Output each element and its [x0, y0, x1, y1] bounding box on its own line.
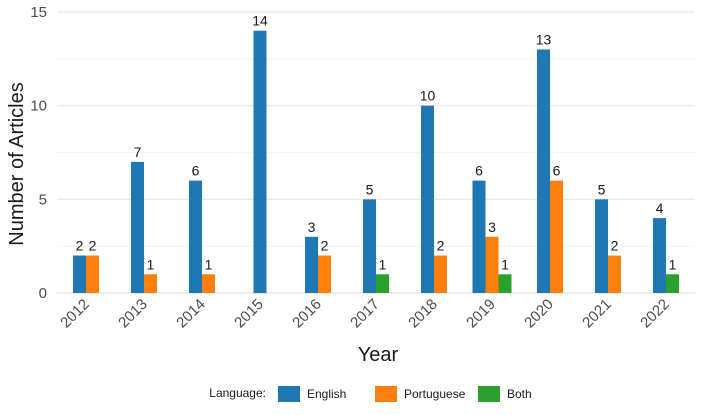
data-label: 2 [437, 238, 445, 254]
data-label: 6 [475, 163, 483, 179]
y-tick-label: 15 [30, 4, 47, 21]
data-label: 6 [192, 163, 200, 179]
bar-english-2016 [305, 236, 318, 293]
data-label: 2 [76, 238, 84, 254]
data-label: 3 [488, 219, 496, 235]
bar-portuguese-2014 [202, 274, 215, 293]
bar-english-2019 [472, 180, 486, 293]
data-label: 1 [147, 256, 155, 272]
data-label: 2 [611, 238, 619, 254]
x-tick-label: 2013 [115, 296, 151, 332]
y-axis-ticks: 0 5 10 15 [30, 4, 47, 302]
bar-portuguese-2020 [550, 180, 563, 293]
x-tick-label: 2015 [231, 296, 267, 332]
x-tick-label: 2019 [463, 296, 499, 332]
data-label: 13 [536, 31, 552, 47]
y-axis-label: Number of Articles [6, 82, 28, 245]
bar-english-2020 [537, 49, 550, 293]
legend: Language: English Portuguese Both [209, 386, 532, 402]
legend-item-both: Both [507, 387, 532, 401]
bar-english-2013 [131, 161, 144, 293]
bar-english-2022 [653, 218, 666, 293]
data-label: 10 [420, 88, 436, 104]
bar-english-2018 [421, 105, 434, 294]
bar-portuguese-2019 [485, 236, 499, 293]
data-label: 2 [89, 238, 97, 254]
x-axis-ticks: 2012 2013 2014 2015 2016 2017 2018 2019 2020 2021… [57, 296, 673, 332]
bar-both-2019 [498, 274, 512, 293]
bars [73, 30, 679, 294]
x-tick-label: 2020 [521, 296, 557, 332]
data-label: 7 [134, 144, 142, 160]
x-tick-label: 2022 [637, 296, 673, 332]
bar-both-2022 [666, 274, 679, 293]
bar-english-2017 [363, 199, 376, 293]
bar-portuguese-2021 [608, 255, 621, 293]
data-label: 1 [669, 256, 677, 272]
data-label: 14 [252, 13, 268, 29]
data-label: 3 [308, 219, 316, 235]
bar-portuguese-2018 [434, 255, 447, 293]
legend-item-portuguese: Portuguese [404, 387, 466, 401]
data-label: 5 [366, 181, 374, 197]
x-tick-label: 2014 [173, 296, 209, 332]
x-axis-label: Year [358, 344, 399, 366]
legend-swatch-portuguese [375, 386, 397, 402]
y-tick-label: 10 [30, 98, 47, 115]
bar-english-2012 [73, 255, 86, 293]
bar-both-2017 [376, 274, 389, 293]
bar-english-2021 [595, 199, 608, 293]
bar-english-2014 [189, 180, 202, 293]
y-tick-label: 5 [39, 191, 47, 208]
bar-portuguese-2016 [318, 255, 331, 293]
x-tick-label: 2021 [579, 296, 615, 332]
legend-swatch-english [278, 386, 300, 402]
x-tick-label: 2012 [57, 296, 93, 332]
data-label: 6 [553, 163, 561, 179]
x-tick-label: 2018 [405, 296, 441, 332]
data-label: 1 [379, 256, 387, 272]
bar-portuguese-2012 [86, 255, 99, 293]
legend-item-english: English [307, 387, 346, 401]
legend-swatch-both [478, 386, 500, 402]
bar-english-2015 [253, 30, 267, 293]
x-tick-label: 2017 [347, 296, 383, 332]
x-tick-label: 2016 [289, 296, 325, 332]
y-tick-label: 0 [39, 285, 47, 302]
data-label: 5 [598, 181, 606, 197]
data-label: 1 [205, 256, 213, 272]
data-label: 2 [321, 238, 329, 254]
data-label: 1 [501, 256, 509, 272]
data-label: 4 [656, 200, 664, 216]
legend-title: Language: [209, 386, 266, 400]
bar-portuguese-2013 [144, 274, 157, 293]
